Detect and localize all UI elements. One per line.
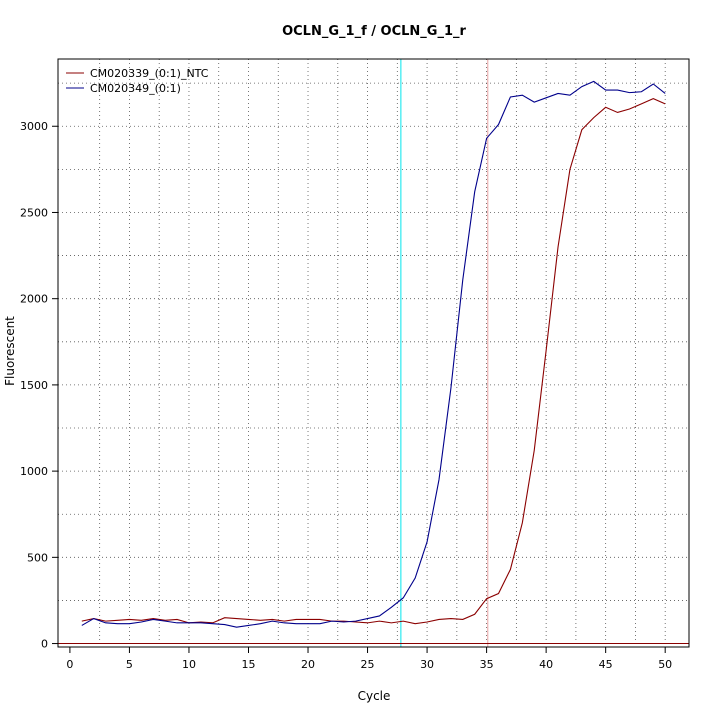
y-tick-label: 3000 bbox=[20, 120, 48, 133]
x-tick-label: 5 bbox=[126, 658, 133, 671]
x-tick-label: 10 bbox=[182, 658, 196, 671]
markers bbox=[58, 59, 689, 647]
series-lines bbox=[81, 80, 666, 628]
y-axis-label: Fluorescent bbox=[3, 316, 17, 386]
x-axis-label: Cycle bbox=[358, 689, 391, 703]
plot-area bbox=[57, 58, 690, 648]
legend: CM020339_(0:1)_NTC CM020349_(0:1) bbox=[66, 67, 209, 95]
series-line-1 bbox=[81, 98, 666, 625]
legend-label-1: CM020339_(0:1)_NTC bbox=[90, 67, 209, 80]
y-tick-label: 1500 bbox=[20, 379, 48, 392]
x-tick-label: 25 bbox=[361, 658, 375, 671]
y-tick-label: 500 bbox=[27, 551, 48, 564]
x-tick-label: 15 bbox=[241, 658, 255, 671]
legend-label-2: CM020349_(0:1) bbox=[90, 82, 181, 95]
series-line-2 bbox=[81, 80, 666, 628]
y-tick-label: 1000 bbox=[20, 465, 48, 478]
x-tick-label: 30 bbox=[420, 658, 434, 671]
y-tick-label: 2000 bbox=[20, 293, 48, 306]
x-tick-label: 50 bbox=[658, 658, 672, 671]
x-tick-label: 45 bbox=[599, 658, 613, 671]
x-tick-label: 0 bbox=[66, 658, 73, 671]
x-axis: 0 5 10 15 20 25 30 35 40 45 50 bbox=[66, 647, 672, 671]
x-tick-label: 40 bbox=[539, 658, 553, 671]
x-tick-label: 20 bbox=[301, 658, 315, 671]
grid bbox=[58, 59, 689, 647]
x-tick-label: 35 bbox=[480, 658, 494, 671]
y-axis: 0 500 1000 1500 2000 2500 3000 bbox=[20, 120, 58, 651]
y-tick-label: 0 bbox=[41, 638, 48, 651]
chart-title: OCLN_G_1_f / OCLN_G_1_r bbox=[282, 24, 466, 39]
y-tick-label: 2500 bbox=[20, 206, 48, 219]
